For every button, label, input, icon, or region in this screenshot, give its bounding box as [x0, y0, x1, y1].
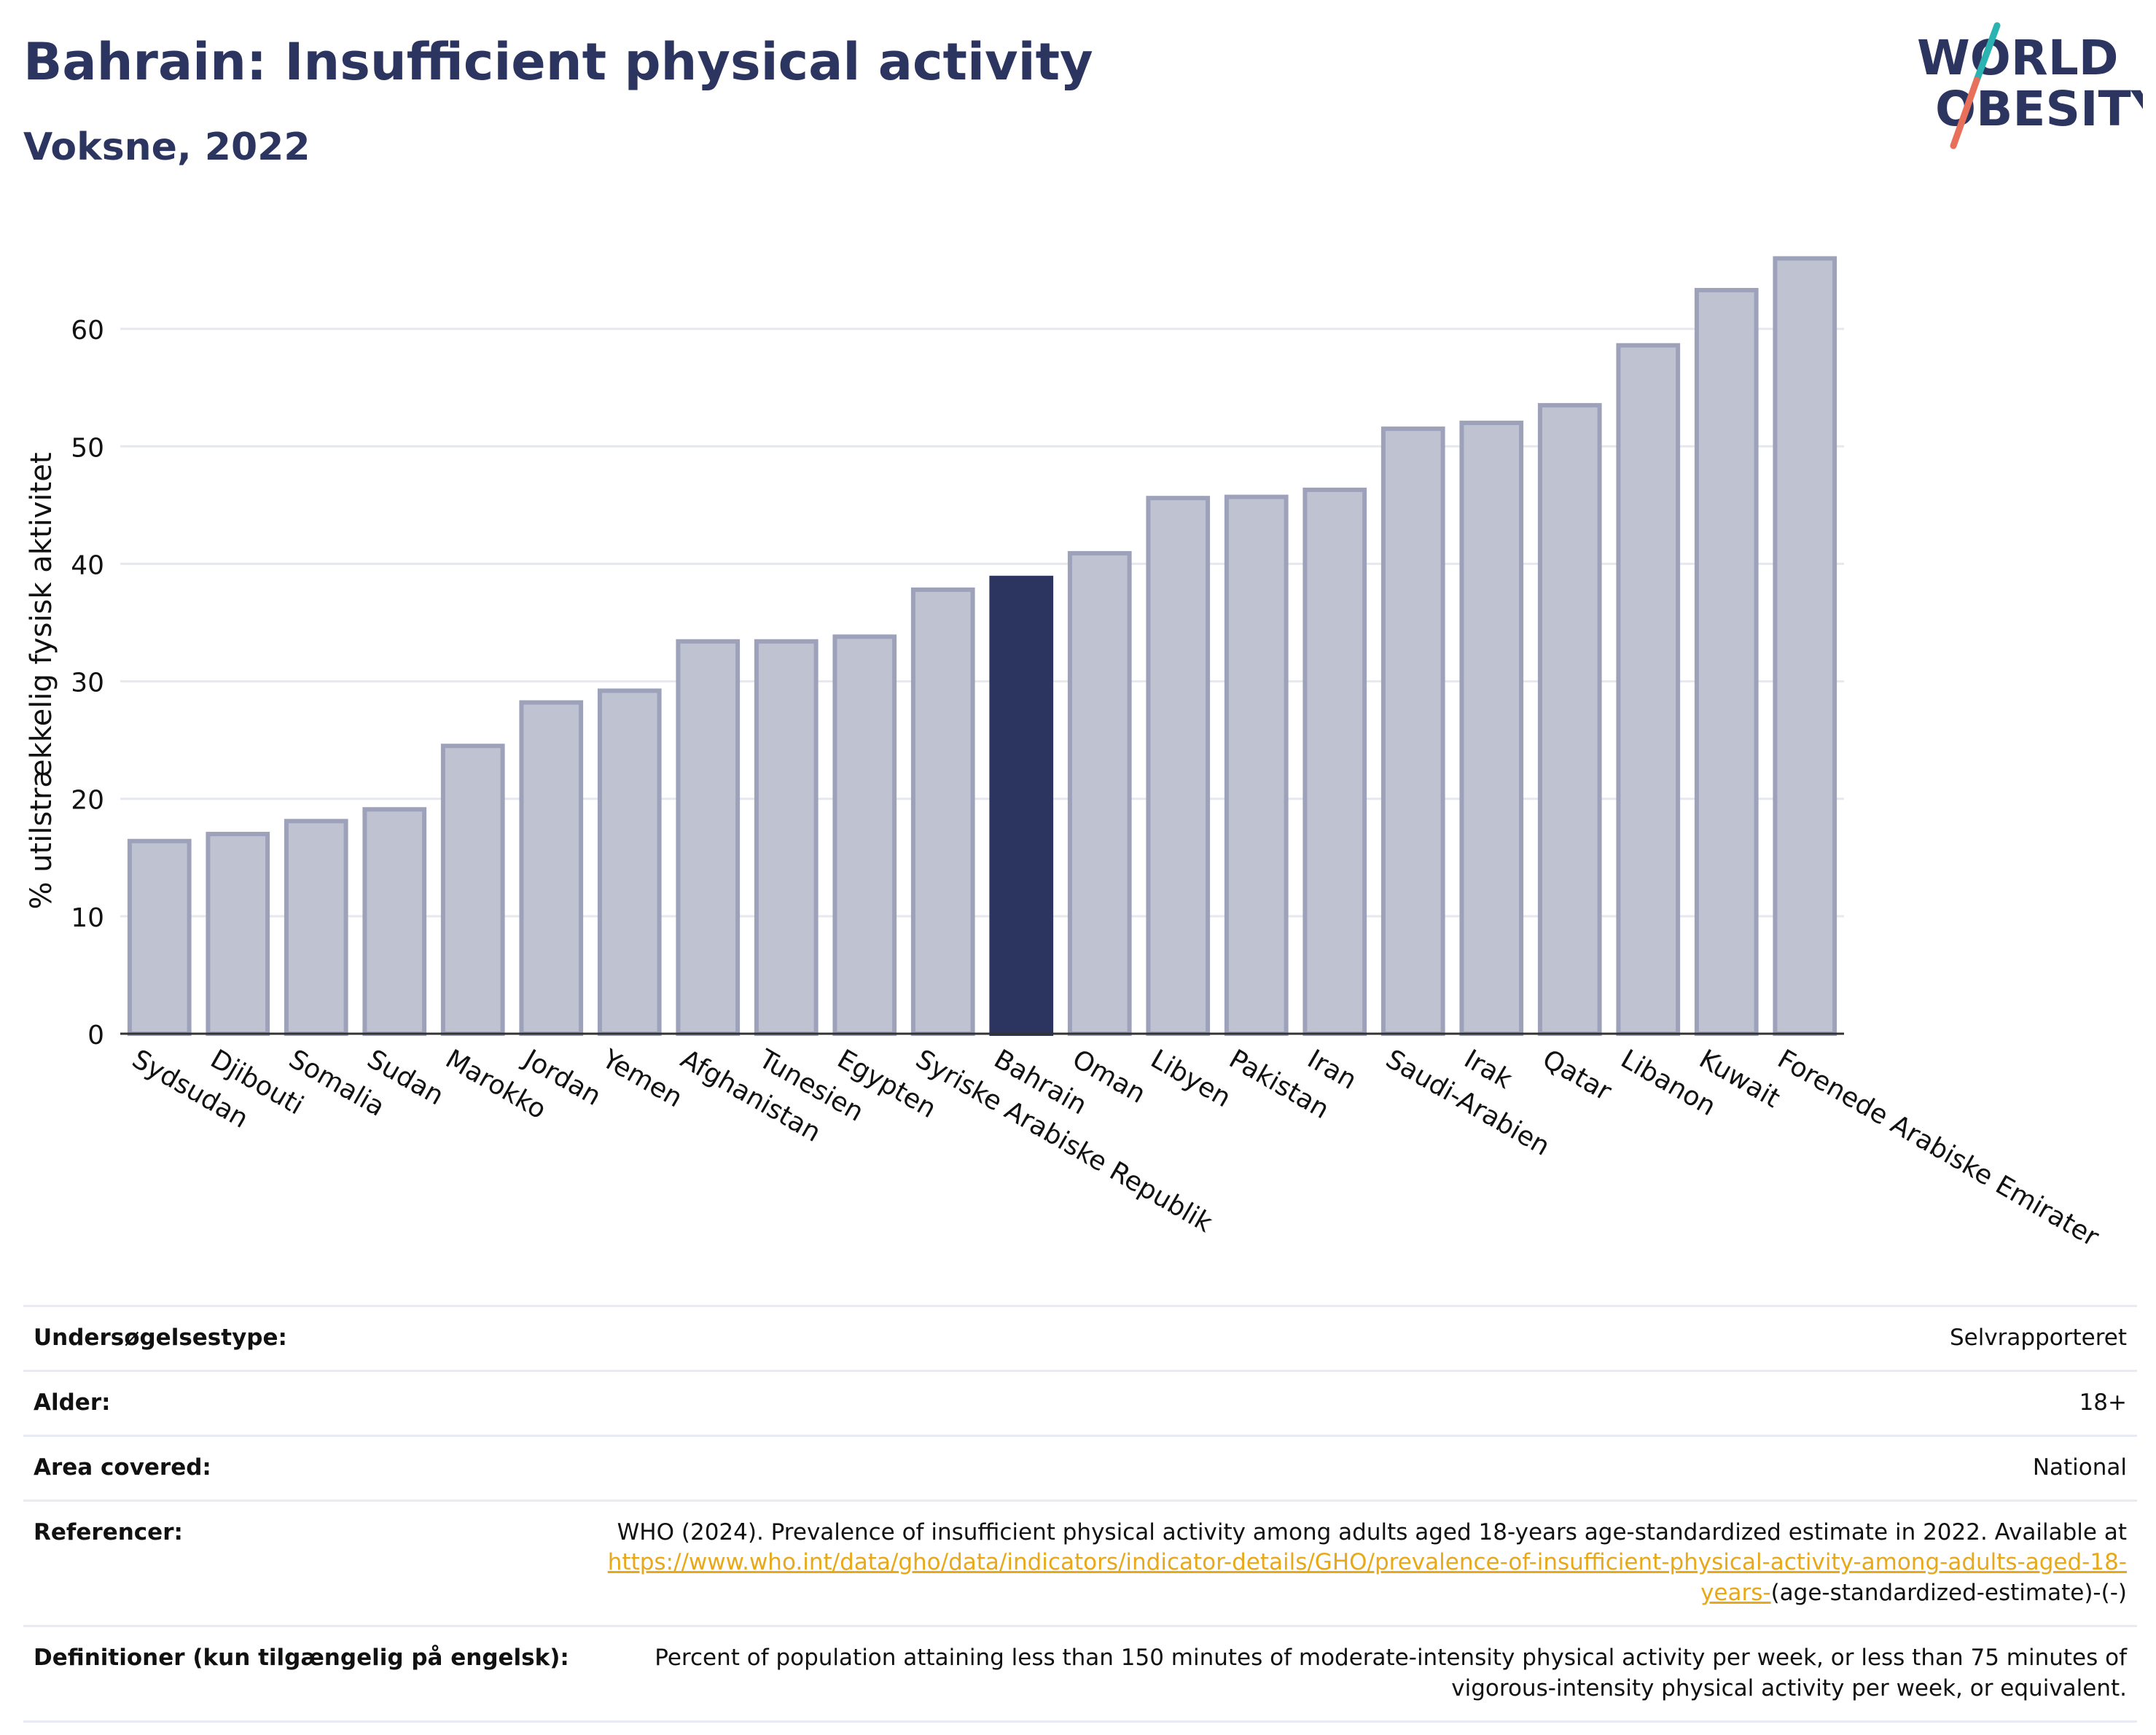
info-row-survey-type: Undersøgelsestype: Selvrapporteret — [23, 1305, 2137, 1371]
bar-egypten — [832, 634, 897, 1036]
bar-kuwait — [1694, 287, 1759, 1037]
y-tick-label: 20 — [71, 786, 104, 816]
bar-forenede-arabiske-emirater — [1773, 256, 1837, 1036]
bar-afghanistan — [676, 639, 741, 1036]
bar-saudi-arabien — [1380, 426, 1445, 1037]
info-row-reference: Referencer: WHO (2024). Prevalence of in… — [23, 1499, 2137, 1626]
info-row-age: Alder: 18+ — [23, 1369, 2137, 1436]
info-label: Alder: — [23, 1369, 587, 1436]
bar-irak — [1459, 421, 1524, 1036]
bar-marokko — [440, 744, 505, 1036]
chart-title: Bahrain: Insufficient physical activity — [23, 32, 1093, 92]
info-table: Undersøgelsestype: Selvrapporteret Alder… — [23, 1305, 2137, 1723]
bar-jordan — [519, 700, 584, 1036]
info-row-definition: Definitioner (kun tilgængelig på engelsk… — [23, 1625, 2137, 1723]
x-tick-label: Libyen — [1146, 1044, 1236, 1113]
bar-pakistan — [1224, 494, 1289, 1036]
bar-chart: 0 10 20 30 40 50 60 SydsudanDjiboutiSomaliaSud… — [25, 256, 2104, 1252]
definition-label: Definitioner (kun tilgængelig på engelsk… — [23, 1625, 587, 1723]
y-tick-label: 30 — [71, 668, 104, 698]
info-label: Undersøgelsestype: — [23, 1305, 587, 1371]
bar-djibouti — [206, 832, 270, 1036]
bar-bahrain — [989, 575, 1054, 1036]
y-tick-label: 0 — [87, 1021, 104, 1050]
bar-qatar — [1537, 402, 1602, 1036]
bar-libyen — [1146, 496, 1211, 1036]
reference-text: WHO (2024). Prevalence of insufficient p… — [617, 1518, 2127, 1545]
bar-syriske-arabiske-republik — [910, 587, 975, 1036]
reference-label: Referencer: — [23, 1499, 587, 1626]
world-obesity-logo: WORLD OBESITY — [1917, 22, 2143, 149]
info-value: 18+ — [587, 1369, 2137, 1436]
y-tick-label: 60 — [71, 316, 104, 346]
reference-value: WHO (2024). Prevalence of insufficient p… — [587, 1499, 2137, 1626]
bar-libanon — [1616, 343, 1681, 1036]
x-tick-label: Forenede Arabiske Emirater — [1773, 1044, 2104, 1252]
bar-iran — [1302, 487, 1367, 1036]
info-value: National — [587, 1434, 2137, 1501]
bars — [127, 256, 1837, 1037]
y-tick-label: 10 — [71, 903, 104, 933]
logo-line-1: WORLD — [1917, 30, 2119, 86]
y-tick-label: 50 — [71, 433, 104, 463]
bar-sudan — [362, 807, 427, 1037]
x-tick-labels: SydsudanDjiboutiSomaliaSudanMarokkoJorda… — [127, 1043, 2104, 1252]
bar-sydsudan — [127, 838, 192, 1036]
chart-subtitle: Voksne, 2022 — [23, 125, 310, 169]
definition-value: Percent of population attaining less tha… — [587, 1625, 2137, 1723]
bar-yemen — [597, 688, 662, 1036]
info-label: Area covered: — [23, 1434, 587, 1501]
bar-tunesien — [754, 639, 819, 1036]
x-tick-label: Qatar — [1537, 1044, 1616, 1107]
y-tick-labels: 0 10 20 30 40 50 60 — [71, 316, 104, 1050]
reference-link[interactable]: https://www.who.int/data/gho/data/indica… — [607, 1549, 2127, 1607]
bar-oman — [1067, 550, 1132, 1036]
info-value: Selvrapporteret — [587, 1305, 2137, 1371]
y-tick-label: 40 — [71, 550, 104, 580]
reference-suffix: (age-standardized-estimate)-(-) — [1770, 1580, 2127, 1607]
y-axis-label: % utilstrækkelig fysisk aktivitet — [25, 452, 58, 909]
info-row-area: Area covered: National — [23, 1434, 2137, 1501]
x-tick-label: Yemen — [596, 1044, 687, 1114]
bar-somalia — [284, 819, 348, 1036]
